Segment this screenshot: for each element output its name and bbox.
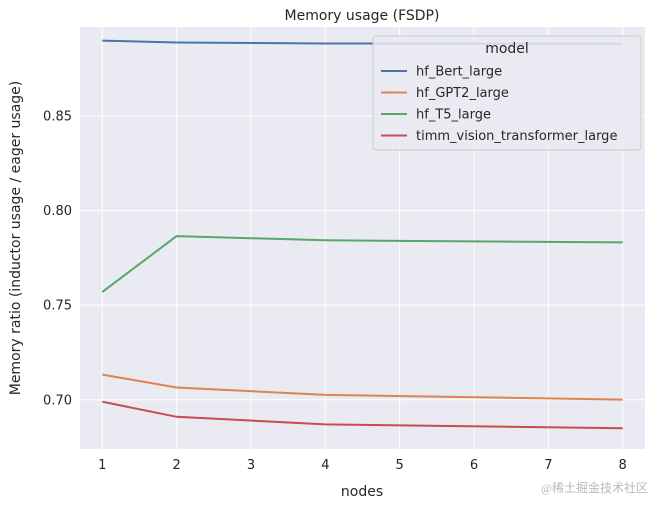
series-line-hf-gpt2-large <box>102 373 623 401</box>
y-tick-label: 0.70 <box>43 393 72 408</box>
x-tick-label: 2 <box>173 458 181 473</box>
x-tick-label: 7 <box>544 458 552 473</box>
x-tick-label: 6 <box>470 458 478 473</box>
tick-labels: 1 2 3 4 5 6 7 8 0.70 0.75 0.80 0.85 <box>43 109 627 473</box>
x-tick-label: 5 <box>396 458 404 473</box>
y-tick-label: 0.75 <box>43 299 72 314</box>
y-tick-label: 0.80 <box>43 204 72 219</box>
series-line-hf-t5-large <box>101 235 623 293</box>
watermark-text: @稀土掘金技术社区 <box>541 480 648 495</box>
chart-title: Memory usage (FSDP) <box>285 8 440 24</box>
x-axis-label: nodes <box>341 484 383 500</box>
y-axis-label: Memory ratio (inductor usage / eager usa… <box>8 81 24 396</box>
x-tick-label: 8 <box>619 458 627 473</box>
legend-items: hf_Bert_large hf_GPT2_large hf_T5_largetim… <box>381 65 617 144</box>
x-tick-label: 4 <box>321 458 329 473</box>
legend-box <box>372 35 642 151</box>
y-tick-label: 0.85 <box>43 109 72 124</box>
legend-label-timm-vision-transformer-large: timm_vision_transformer_large <box>416 129 617 144</box>
legend-label-hf-bert-large: hf_Bert_large <box>416 65 502 80</box>
x-tick-label: 1 <box>98 458 106 473</box>
legend-title: model <box>485 41 529 57</box>
legend-label-hf-t5-large: hf_T5_large <box>416 108 491 123</box>
legend-label-hf-gpt2-large: hf_GPT2_large <box>416 86 509 101</box>
x-tick-label: 3 <box>247 458 255 473</box>
legend: model hf_Bert_large hf_GPT2_large hf_T5_la… <box>372 35 642 151</box>
series-line-timm-vision-transformer-large <box>102 400 623 430</box>
